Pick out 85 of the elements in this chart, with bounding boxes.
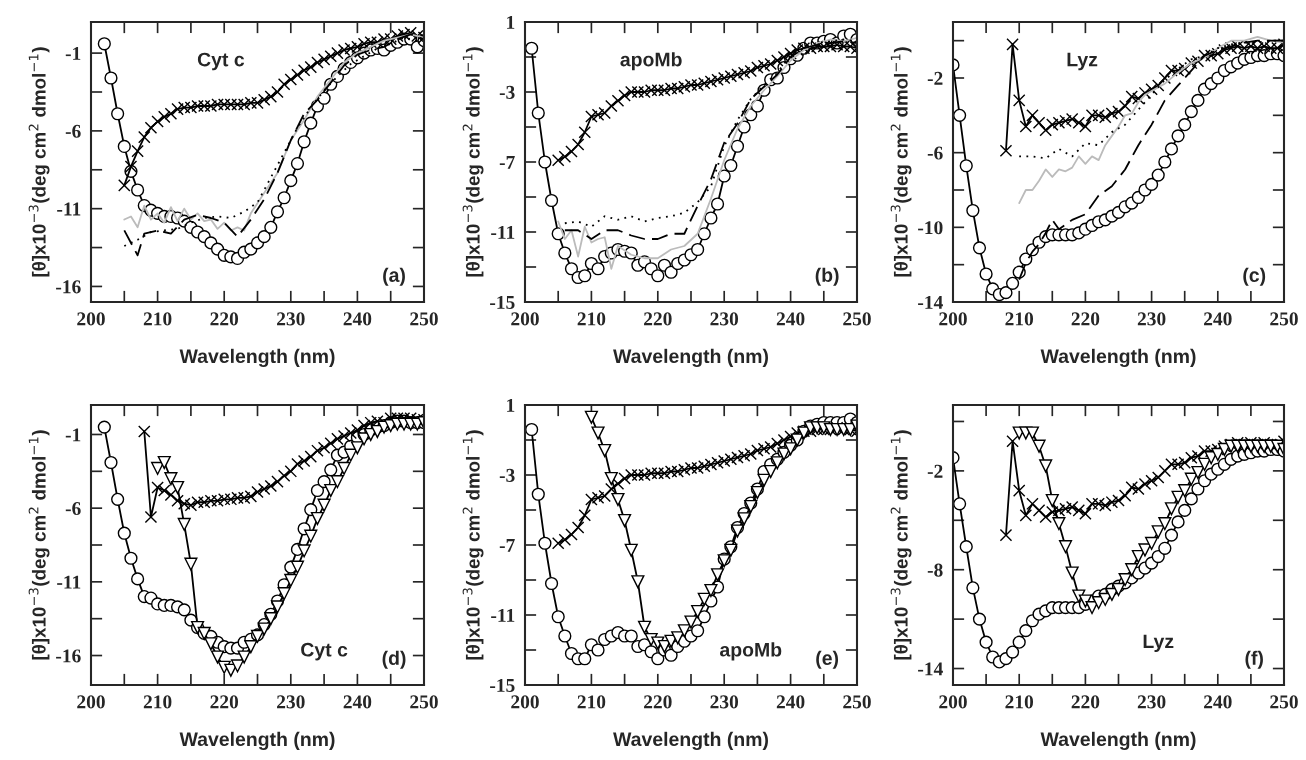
x-axis-title: Wavelength (nm) (179, 731, 335, 751)
y-tick-label: -16 (56, 280, 81, 294)
x-tick-label: 230 (277, 312, 305, 326)
x-axis-title: Wavelength (nm) (179, 348, 335, 368)
x-tick-label: 220 (210, 312, 239, 326)
x-tick-label: 220 (1071, 695, 1100, 709)
x-tick-label: 250 (410, 312, 438, 326)
y-tick-label: -8 (927, 563, 943, 577)
x-tick-label: 200 (511, 695, 539, 709)
annotation: Cyt c (197, 52, 245, 71)
annotation: Lyz (1143, 634, 1174, 653)
y-tick-label: -6 (927, 146, 943, 160)
x-axis-title: Wavelength (nm) (613, 348, 768, 368)
x-tick-label: 230 (710, 695, 739, 709)
y-axis-title: [θ]x10$^{−3}$(deg cm$^{2}$ dmol$^{−1}$) (462, 430, 484, 660)
annotation: apoMb (620, 52, 682, 71)
x-tick-label: 230 (1137, 695, 1166, 709)
x-tick-label: 210 (143, 695, 172, 709)
annotation: (f) (1245, 650, 1263, 669)
x-tick-label: 200 (511, 312, 539, 326)
annotation: (c) (1243, 267, 1266, 286)
x-tick-label: 240 (343, 695, 372, 709)
y-tick-label: -11 (57, 575, 81, 589)
y-tick-label: -1 (65, 428, 81, 442)
x-tick-label: 200 (939, 312, 967, 326)
x-tick-label: 250 (843, 695, 871, 709)
y-tick-label: -11 (491, 225, 515, 239)
y-axis-title: [θ]x10$^{−3}$(deg cm$^{2}$ dmol$^{−1}$) (890, 430, 912, 660)
y-tick-label: -7 (499, 539, 515, 552)
x-tick-label: 240 (776, 312, 805, 326)
y-axis-title: [θ]x10$^{−3}$(deg cm$^{2}$ dmol$^{−1}$) (28, 47, 50, 277)
x-tick-label: 240 (1204, 312, 1232, 326)
x-tick-label: 210 (143, 312, 172, 326)
y-tick-label: -15 (490, 678, 515, 692)
x-tick-label: 220 (1071, 312, 1100, 326)
x-tick-label: 250 (410, 695, 438, 709)
x-tick-label: 230 (277, 695, 305, 709)
annotation: (d) (382, 650, 406, 669)
y-tick-label: -15 (490, 295, 515, 309)
x-tick-label: 240 (1204, 695, 1232, 709)
y-tick-label: -10 (918, 221, 943, 235)
y-tick-label: -11 (491, 608, 515, 622)
y-tick-label: -3 (499, 468, 515, 482)
x-tick-label: 200 (939, 695, 967, 709)
y-tick-label: -14 (918, 295, 943, 309)
x-tick-label: 250 (843, 312, 871, 326)
x-tick-label: 250 (1270, 695, 1298, 709)
y-tick-label: -6 (65, 502, 81, 516)
y-tick-label: -11 (57, 202, 81, 216)
x-tick-label: 240 (343, 312, 372, 326)
x-tick-label: 210 (577, 695, 606, 709)
y-axis-title: [θ]x10$^{−3}$(deg cm$^{2}$ dmol$^{−1}$) (462, 47, 484, 277)
y-tick-label: -6 (65, 124, 81, 138)
x-tick-label: 210 (577, 312, 606, 326)
y-tick-label: -7 (499, 156, 515, 169)
y-axis-title: [θ]x10$^{−3}$(deg cm$^{2}$ dmol$^{−1}$) (28, 430, 50, 660)
x-tick-label: 230 (1137, 312, 1166, 326)
y-tick-label: -2 (927, 464, 943, 478)
x-tick-label: 200 (77, 312, 105, 326)
annotation: (b) (815, 267, 839, 286)
x-tick-label: 210 (1005, 312, 1034, 326)
x-axis-title: Wavelength (nm) (1040, 731, 1196, 751)
annotation: apoMb (720, 642, 782, 661)
x-tick-label: 250 (1270, 312, 1298, 326)
y-tick-label: -2 (927, 71, 943, 85)
x-tick-label: 230 (710, 312, 739, 326)
y-tick-label: -14 (918, 662, 943, 676)
annotation: Cyt c (301, 642, 348, 661)
y-tick-label: 1 (507, 398, 515, 412)
y-tick-label: 1 (507, 15, 515, 29)
x-tick-label: 200 (77, 695, 105, 709)
x-tick-label: 220 (644, 695, 672, 709)
y-tick-label: -1 (65, 47, 81, 60)
y-tick-label: -3 (499, 85, 515, 99)
annotation: (a) (383, 267, 405, 286)
x-tick-label: 210 (1005, 695, 1034, 709)
x-axis-title: Wavelength (nm) (613, 731, 768, 751)
annotation: (e) (816, 650, 839, 669)
x-tick-label: 240 (776, 695, 805, 709)
y-tick-label: -16 (56, 649, 81, 663)
x-tick-label: 220 (644, 312, 672, 326)
x-axis-title: Wavelength (nm) (1040, 348, 1196, 368)
y-axis-title: [θ]x10$^{−3}$(deg cm$^{2}$ dmol$^{−1}$) (890, 47, 912, 277)
x-tick-label: 220 (210, 695, 239, 709)
annotation: Lyz (1067, 52, 1098, 71)
